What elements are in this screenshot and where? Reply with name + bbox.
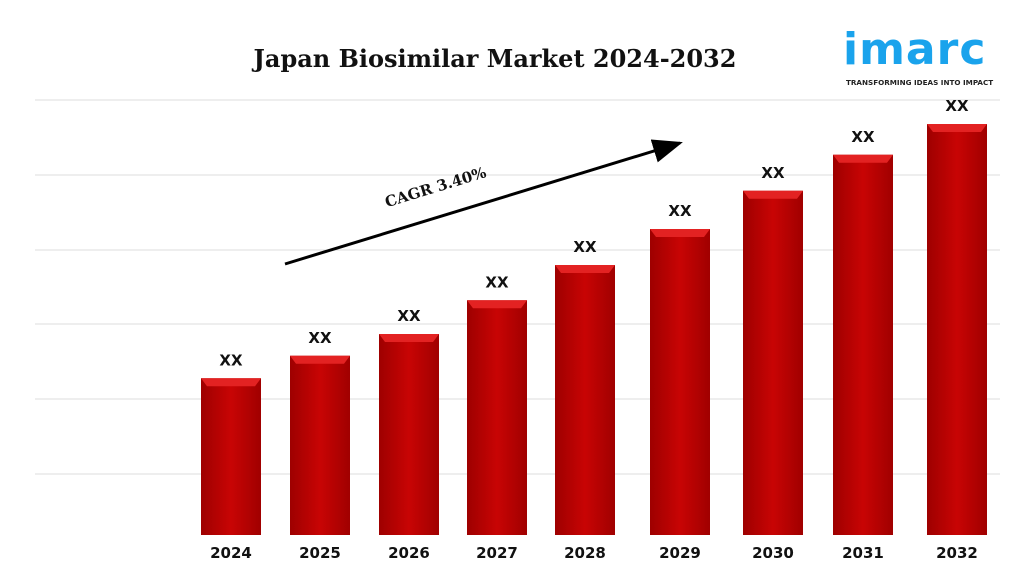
chart-title: Japan Biosimilar Market 2024-2032 <box>253 44 737 73</box>
bar-bevel <box>379 334 439 342</box>
bar-2032 <box>927 124 987 535</box>
bar-2029 <box>650 229 710 535</box>
data-label: XX <box>851 128 875 146</box>
bar-2026 <box>379 334 439 535</box>
bar-2024 <box>201 378 261 535</box>
x-tick-label: 2032 <box>936 544 978 562</box>
x-tick-label: 2025 <box>299 544 341 562</box>
data-label: XX <box>485 273 509 291</box>
cagr-annotation: CAGR 3.40% <box>383 163 489 211</box>
bar-bevel <box>833 154 893 163</box>
bar-bevel <box>467 300 527 309</box>
logo-word: imarc <box>843 24 987 75</box>
cagr-arrow <box>284 139 683 266</box>
x-tick-label: 2027 <box>476 544 518 562</box>
bar-2031 <box>833 154 893 535</box>
data-label: XX <box>668 202 692 220</box>
x-tick-label: 2030 <box>752 544 794 562</box>
x-tick-label: 2031 <box>842 544 884 562</box>
bar-bevel <box>743 190 803 199</box>
data-label: XX <box>761 164 785 182</box>
bar-bevel <box>290 355 350 364</box>
data-label: XX <box>945 97 969 115</box>
x-tick-label: 2024 <box>210 544 252 562</box>
data-label: XX <box>397 307 421 325</box>
bar-2025 <box>290 355 350 535</box>
x-tick-label: 2028 <box>564 544 606 562</box>
bar-bevel <box>927 124 987 132</box>
x-tick-label: 2026 <box>388 544 430 562</box>
data-label: XX <box>573 238 597 256</box>
data-label: XX <box>308 329 332 347</box>
imarc-logo: imarc TRANSFORMING IDEAS INTO IMPACT <box>843 22 1003 92</box>
data-label: XX <box>219 351 243 369</box>
logo-tagline: TRANSFORMING IDEAS INTO IMPACT <box>846 78 994 87</box>
bar-2027 <box>467 300 527 535</box>
bar-bevel <box>650 229 710 237</box>
x-tick-label: 2029 <box>659 544 701 562</box>
bar-2028 <box>555 265 615 535</box>
bar-bevel <box>201 378 261 387</box>
bar-bevel <box>555 265 615 273</box>
bar-2030 <box>743 190 803 535</box>
